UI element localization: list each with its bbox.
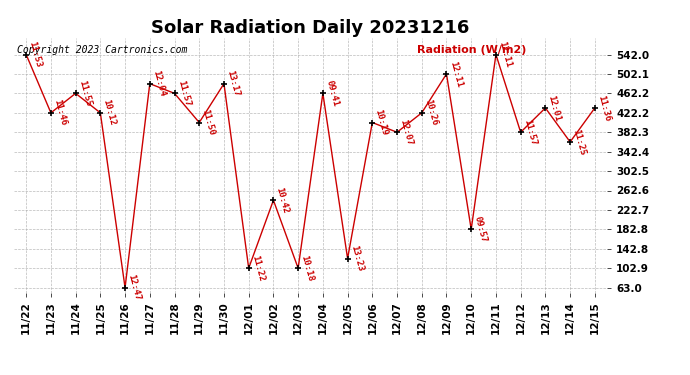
Text: 12:07: 12:07 (398, 118, 414, 146)
Text: 12:04: 12:04 (151, 69, 167, 98)
Text: 13:23: 13:23 (349, 244, 364, 273)
Text: 10:26: 10:26 (423, 99, 439, 127)
Text: 11:53: 11:53 (28, 40, 43, 69)
Text: Copyright 2023 Cartronics.com: Copyright 2023 Cartronics.com (17, 45, 187, 55)
Text: 12:01: 12:01 (546, 94, 562, 122)
Text: 12:11: 12:11 (448, 60, 464, 88)
Text: 12:11: 12:11 (497, 40, 513, 69)
Text: 10:42: 10:42 (275, 186, 290, 214)
Text: 10:18: 10:18 (299, 254, 315, 282)
Text: 09:57: 09:57 (473, 215, 488, 243)
Text: 11:57: 11:57 (176, 79, 191, 108)
Title: Solar Radiation Daily 20231216: Solar Radiation Daily 20231216 (151, 20, 470, 38)
Text: 10:12: 10:12 (101, 99, 117, 127)
Text: 09:41: 09:41 (324, 79, 339, 108)
Text: 11:22: 11:22 (250, 254, 266, 282)
Text: 12:47: 12:47 (126, 273, 142, 302)
Text: 10:19: 10:19 (373, 108, 389, 136)
Text: 11:25: 11:25 (571, 128, 587, 156)
Text: 11:46: 11:46 (52, 99, 68, 127)
Text: 11:57: 11:57 (522, 118, 538, 146)
Text: 11:36: 11:36 (596, 94, 612, 122)
Text: 13:17: 13:17 (225, 69, 241, 98)
Text: 11:55: 11:55 (77, 79, 92, 108)
Text: 11:50: 11:50 (201, 108, 216, 136)
Text: Radiation (W/m2): Radiation (W/m2) (417, 45, 526, 55)
